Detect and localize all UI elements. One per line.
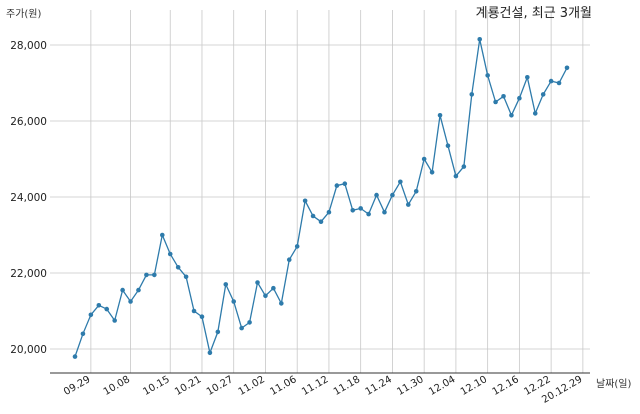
- data-point: [350, 208, 356, 213]
- x-tick-label: 12.16: [491, 374, 521, 398]
- data-point: [223, 282, 229, 287]
- data-point: [191, 308, 197, 314]
- data-point: [413, 189, 419, 194]
- x-tick-label: 09.29: [62, 374, 92, 398]
- data-point: [128, 299, 133, 304]
- grid-lines: [50, 10, 590, 373]
- data-point: [263, 293, 268, 299]
- data-point: [374, 192, 379, 198]
- data-point: [334, 183, 340, 188]
- data-point: [167, 251, 173, 257]
- data-point: [390, 192, 395, 198]
- y-tick-label: 24,000: [10, 192, 47, 204]
- data-point: [294, 244, 300, 249]
- x-tick-label: 11.30: [395, 374, 425, 398]
- y-tick-label: 26,000: [10, 116, 47, 128]
- data-point: [532, 111, 538, 116]
- data-point: [286, 257, 292, 263]
- data-point: [318, 219, 324, 224]
- data-point: [445, 143, 451, 148]
- data-point: [247, 320, 252, 325]
- data-point: [112, 318, 117, 323]
- x-axis-label: 날짜(일): [596, 378, 632, 390]
- data-point: [207, 350, 213, 356]
- data-point: [183, 274, 189, 280]
- data-point: [152, 272, 157, 278]
- data-point: [429, 170, 435, 175]
- data-point: [302, 198, 308, 204]
- data-point: [175, 265, 181, 270]
- data-point: [477, 37, 483, 42]
- data-point: [421, 156, 427, 162]
- data-point: [548, 78, 554, 84]
- data-point: [271, 285, 276, 291]
- data-point: [501, 94, 506, 99]
- data-points: [72, 37, 570, 359]
- x-tick-label: 10.15: [141, 374, 171, 398]
- data-point: [398, 179, 403, 185]
- data-point: [453, 173, 459, 179]
- data-point: [310, 213, 316, 219]
- x-tick-label: 11.12: [300, 374, 330, 398]
- data-point: [215, 329, 221, 335]
- data-point: [144, 272, 149, 278]
- data-point: [136, 287, 141, 293]
- data-point: [231, 299, 237, 304]
- x-tick-label: 12.10: [459, 374, 489, 398]
- x-tick-label: 10.08: [102, 374, 132, 398]
- data-point: [72, 354, 78, 359]
- x-tick-label: 11.02: [237, 374, 267, 398]
- data-point: [120, 287, 125, 293]
- data-point: [96, 303, 102, 308]
- data-point: [255, 280, 260, 285]
- y-tick-label: 22,000: [10, 268, 47, 280]
- data-point: [88, 312, 94, 318]
- data-point: [382, 209, 387, 215]
- data-point: [540, 92, 546, 97]
- data-point: [159, 232, 165, 238]
- x-tick-label: 11.24: [364, 374, 394, 398]
- data-point: [342, 181, 348, 186]
- y-axis-label: 주가(원): [6, 8, 42, 20]
- y-tick-label: 20,000: [10, 344, 47, 356]
- data-point: [279, 301, 284, 306]
- data-point: [326, 209, 332, 215]
- data-point: [564, 65, 570, 71]
- x-tick-label: 10.27: [205, 374, 235, 398]
- data-point: [509, 113, 514, 118]
- data-point: [80, 331, 86, 337]
- x-tick-label: 10.21: [173, 374, 203, 398]
- data-point: [405, 202, 411, 207]
- data-point: [493, 99, 498, 105]
- data-point: [239, 325, 244, 331]
- x-tick-label: 12.04: [427, 374, 457, 398]
- y-tick-label: 28,000: [10, 40, 47, 52]
- x-tick-label: 11.06: [268, 374, 298, 398]
- data-point: [556, 80, 562, 86]
- data-point: [469, 92, 475, 97]
- data-point: [437, 113, 443, 118]
- data-point: [199, 314, 205, 320]
- price-line: [74, 39, 568, 357]
- data-point: [517, 95, 522, 101]
- data-point: [485, 73, 490, 78]
- data-point: [358, 206, 363, 211]
- data-point: [461, 164, 467, 169]
- data-point: [366, 211, 371, 217]
- x-tick-label: 11.18: [332, 374, 362, 398]
- data-point: [525, 75, 530, 80]
- data-point: [104, 306, 110, 312]
- chart-title: 계룡건설, 최근 3개월: [476, 6, 592, 21]
